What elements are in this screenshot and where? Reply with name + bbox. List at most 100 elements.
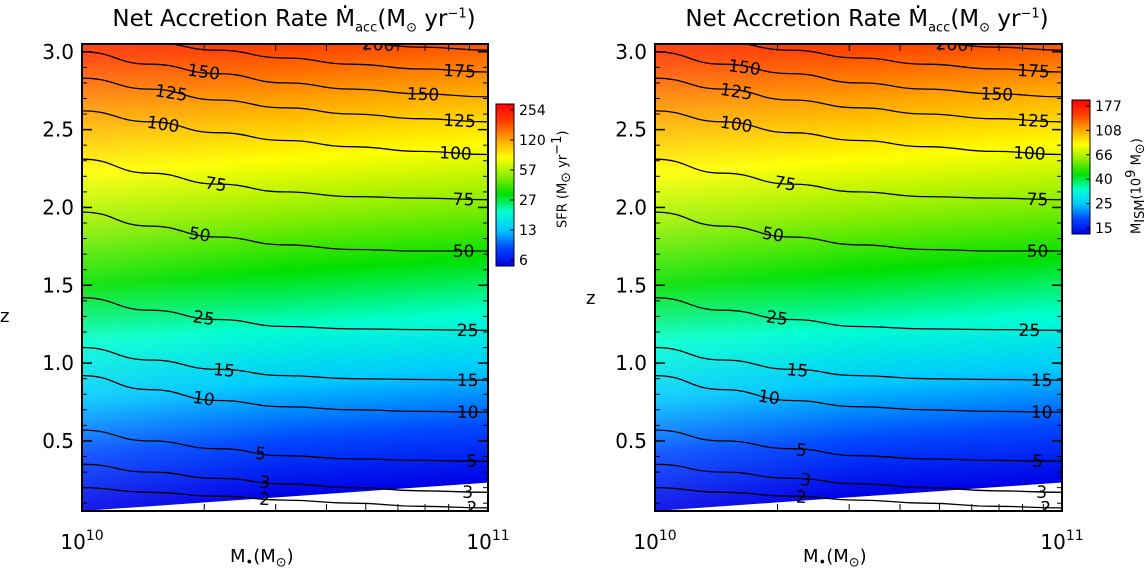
colorbar-title: SFR (M⊙ yr−1) (550, 130, 574, 228)
contour-label-150-right: 150 (406, 84, 439, 105)
contour-line-75 (655, 158, 1062, 201)
chart-title: Net Accretion Rate Macc(M⊙ yr−1) (24, 6, 564, 36)
colorbar-tick-label: 40 (1095, 172, 1113, 188)
contour-label-50-left: 50 (761, 224, 786, 247)
contour-line-150 (82, 51, 488, 98)
contour-line-75 (82, 158, 488, 201)
y-tick-label: 2.0 (42, 195, 74, 219)
y-tick-label: 1.5 (42, 273, 74, 297)
contour-label-5-right: 5 (466, 452, 477, 472)
y-tick-label: 2.0 (615, 195, 647, 219)
colorbar-tick-label: 57 (519, 163, 537, 179)
contour-label-3-right: 3 (462, 483, 473, 503)
colorbar-tick-label: 27 (519, 193, 537, 209)
contour-line-10 (82, 374, 488, 413)
contour-line-175 (167, 44, 488, 73)
contour-label-3-left: 3 (799, 470, 811, 491)
contour-label-125-right: 125 (1017, 111, 1050, 132)
x-axis-label: M•(M⊙) (803, 546, 867, 571)
plot-frame (81, 43, 489, 512)
contour-line-125 (82, 77, 488, 123)
x-tick-label: 1011 (466, 528, 509, 554)
y-axis-label: z (0, 306, 10, 327)
colorbar (1071, 99, 1091, 235)
contour-label-175-right: 175 (1017, 61, 1050, 82)
contour-label-5-left: 5 (795, 440, 808, 461)
contour-line-5 (82, 429, 488, 462)
contour-label-15-right: 15 (457, 371, 479, 391)
y-tick-label: 3.0 (615, 40, 647, 64)
colorbar-tick-label: 6 (519, 253, 528, 269)
contour-line-25 (655, 297, 1062, 332)
contour-label-150-right: 150 (980, 84, 1013, 105)
colorbar-tick-label: 15 (1095, 221, 1113, 237)
y-tick-label: 2.5 (42, 118, 74, 142)
colorbar-tick-label: 13 (519, 223, 537, 239)
contour-label-5-left: 5 (254, 444, 267, 465)
contour-label-150-left: 150 (186, 61, 221, 85)
contour-line-50 (655, 211, 1062, 252)
colorbar-title: MISM(109 M⊙) (1124, 138, 1146, 234)
y-axis-label: z (586, 288, 596, 309)
contour-label-3-left: 3 (258, 473, 270, 494)
contour-line-200 (374, 44, 488, 51)
contour-label-10-left: 10 (757, 386, 782, 409)
contour-label-25-right: 25 (1018, 321, 1040, 341)
contour-label-100-right: 100 (439, 143, 472, 164)
contour-label-200-right: 200 (935, 34, 969, 56)
x-tick-label: 1010 (633, 528, 676, 554)
y-tick-label: 1.0 (42, 351, 74, 375)
contour-line-15 (655, 346, 1062, 381)
contour-line-25 (82, 297, 488, 332)
colorbar-tick-label: 177 (1095, 99, 1122, 115)
contour-line-5 (655, 429, 1062, 462)
x-axis-label: M•(M⊙) (230, 546, 294, 571)
contour-label-2-left: 2 (259, 490, 271, 511)
contour-line-2 (82, 486, 488, 509)
colorbar-tick-label: 66 (1095, 148, 1113, 164)
contour-label-3-right: 3 (1036, 483, 1047, 503)
contour-label-25-right: 25 (457, 321, 479, 341)
y-tick-label: 2.5 (615, 118, 647, 142)
contour-label-10-right: 10 (1031, 403, 1053, 423)
colorbar-tick-label: 25 (1095, 197, 1113, 213)
contour-label-15-left: 15 (212, 360, 235, 382)
contour-label-75-right: 75 (1027, 190, 1049, 210)
contour-line-100 (82, 110, 488, 156)
contour-line-2 (655, 486, 1062, 509)
contour-label-15-right: 15 (1031, 371, 1053, 391)
chart-title: Net Accretion Rate Macc(M⊙ yr−1) (597, 6, 1137, 36)
contour-line-10 (655, 374, 1062, 413)
y-tick-label: 1.5 (615, 273, 647, 297)
contour-label-2-left: 2 (795, 488, 807, 509)
right-chart-panel: Net Accretion Rate Macc(M⊙ yr−1) 2233551… (573, 0, 1146, 581)
contour-label-10-right: 10 (457, 403, 479, 423)
colorbar-tick-label: 120 (519, 133, 546, 149)
plot-frame (654, 43, 1063, 512)
contour-line-200 (948, 44, 1062, 51)
contour-label-15-left: 15 (786, 360, 809, 382)
contour-label-100-right: 100 (1013, 143, 1046, 164)
contour-label-2-right: 2 (1040, 498, 1051, 518)
contour-label-125-right: 125 (443, 111, 476, 132)
contour-line-125 (655, 77, 1062, 123)
contour-line-100 (655, 110, 1062, 156)
contour-label-175-right: 175 (443, 61, 476, 82)
contour-line-15 (82, 346, 488, 381)
contour-label-25-left: 25 (192, 307, 216, 330)
y-tick-label: 0.5 (42, 429, 74, 453)
contour-label-5-right: 5 (1032, 452, 1043, 472)
y-tick-label: 0.5 (615, 429, 647, 453)
contour-label-50-right: 50 (453, 242, 475, 262)
y-tick-label: 3.0 (42, 40, 74, 64)
x-tick-label: 1011 (1040, 528, 1083, 554)
contour-label-50-right: 50 (1027, 242, 1049, 262)
contour-line-3 (655, 463, 1062, 493)
colorbar-tick-label: 108 (1095, 123, 1122, 139)
colorbar-tick-label: 254 (519, 103, 546, 119)
contour-label-50-left: 50 (187, 224, 212, 247)
